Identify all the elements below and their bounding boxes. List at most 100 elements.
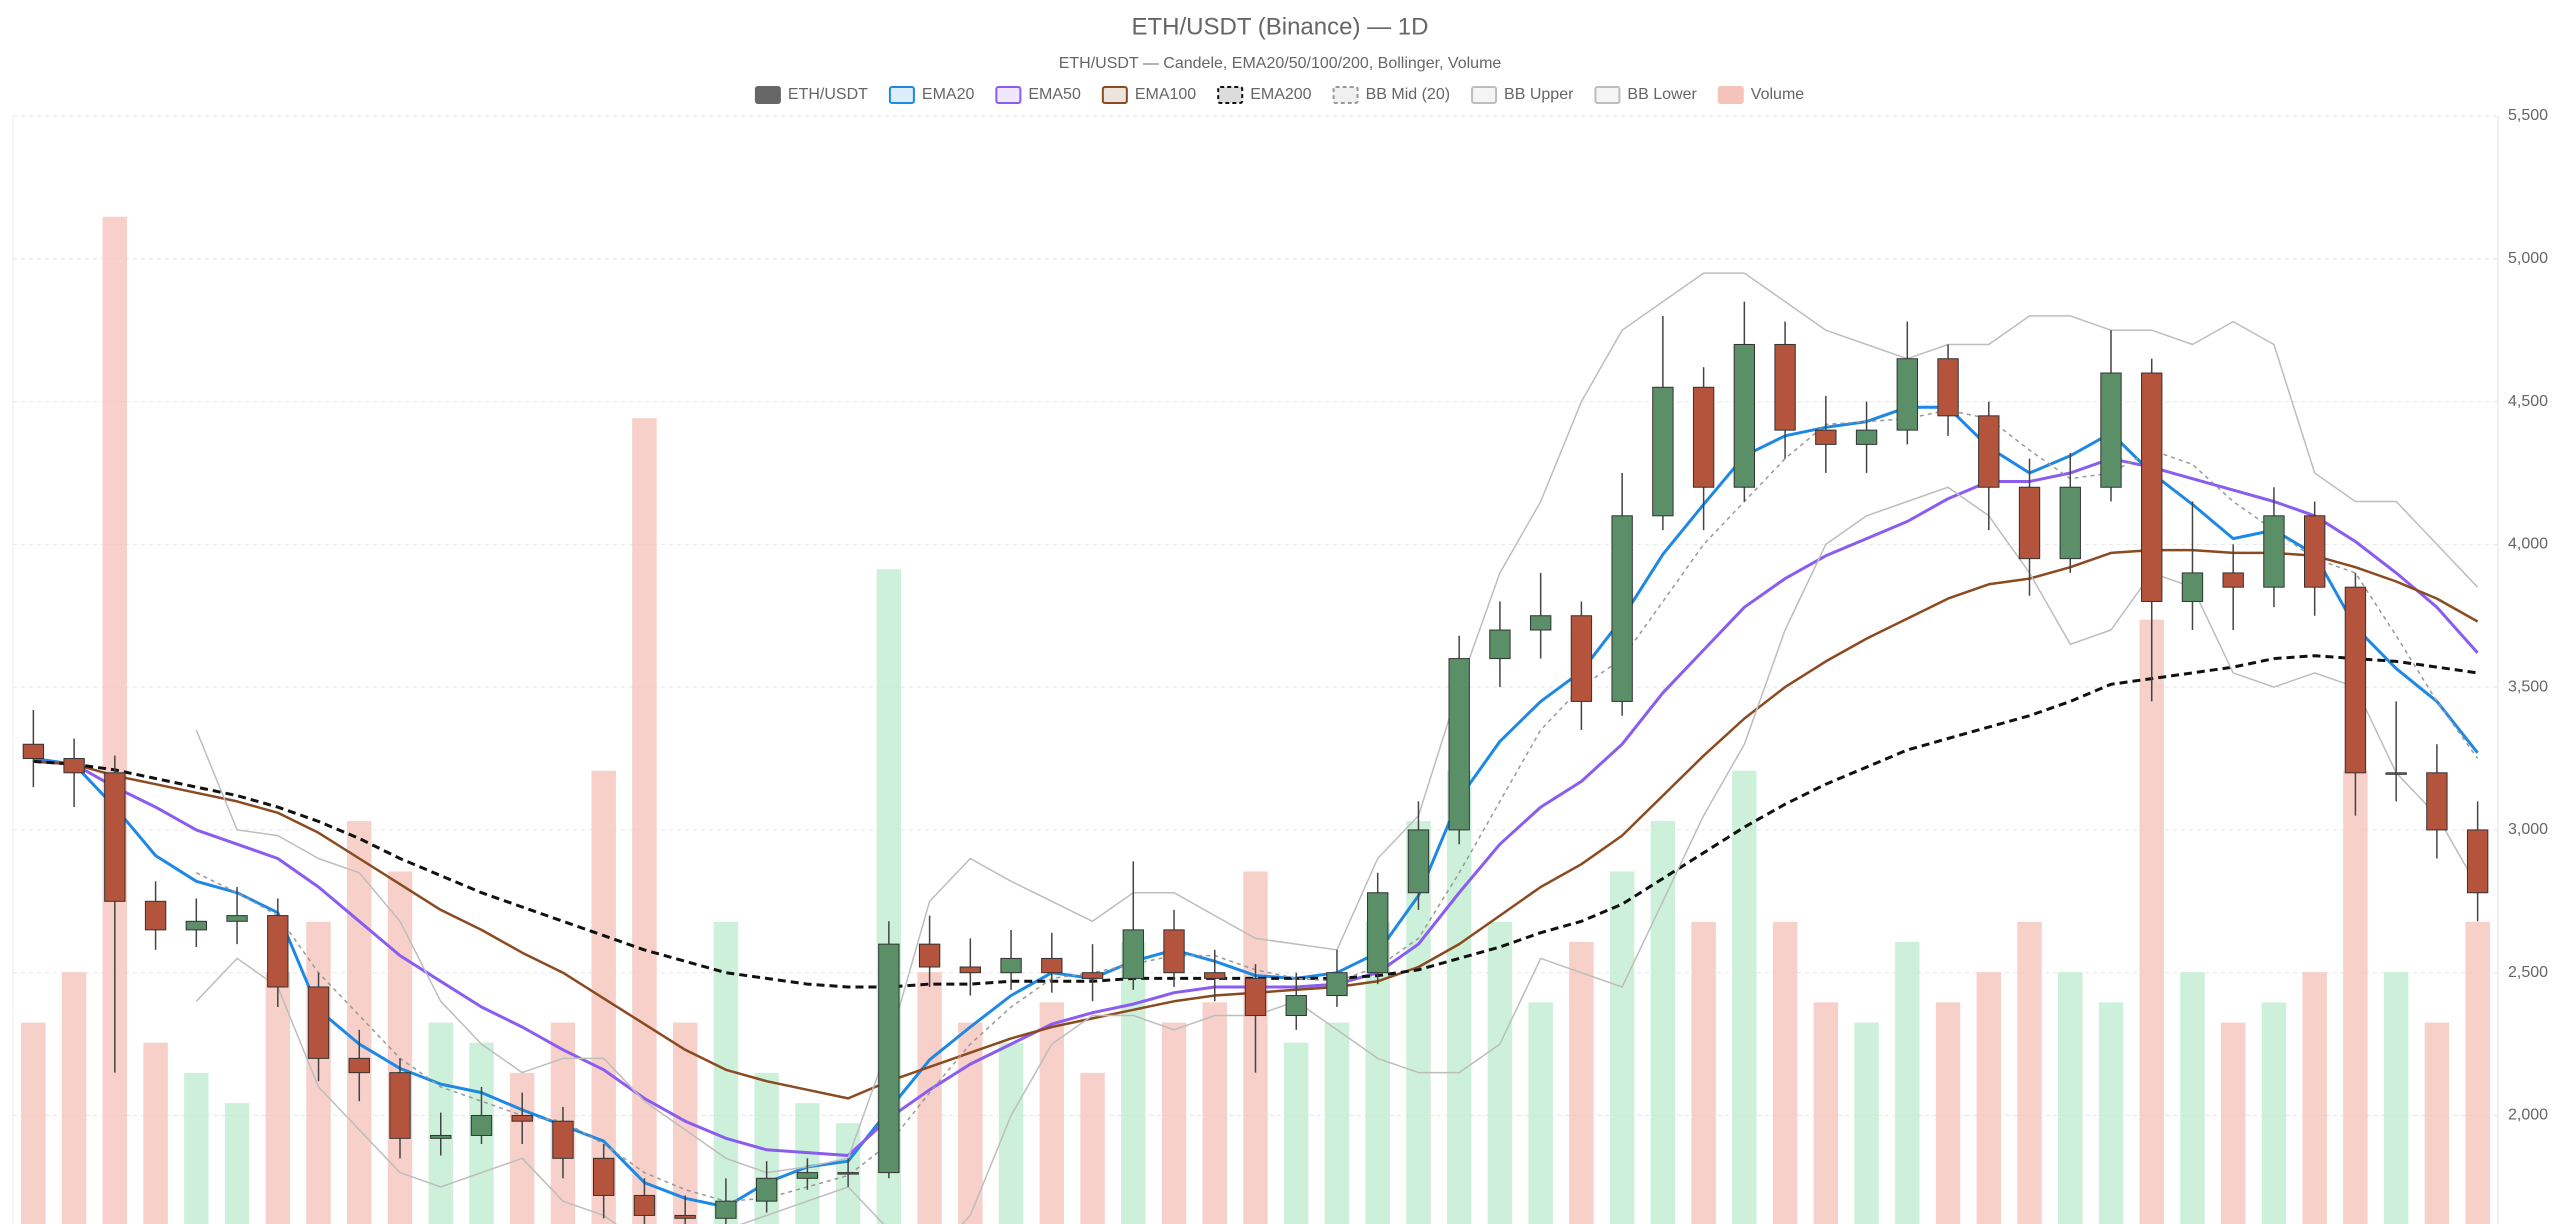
candle-body: [511, 1114, 533, 1122]
volume-bar: [347, 821, 372, 1224]
candle-body: [104, 772, 126, 902]
y-tick-label: 2,500: [2508, 964, 2548, 981]
legend-swatch: [1594, 86, 1621, 104]
volume-bar: [917, 972, 942, 1224]
y-tick-label: 4,500: [2508, 393, 2548, 410]
candle-body: [1692, 386, 1715, 488]
candle-body: [715, 1200, 737, 1219]
candle-body: [796, 1172, 819, 1179]
candle-body: [1448, 658, 1470, 831]
candle-body: [1122, 929, 1144, 979]
volume-bar: [1569, 941, 1594, 1224]
legend-swatch: [1217, 86, 1244, 104]
volume-bar: [2017, 921, 2042, 1224]
candle-body: [2100, 372, 2122, 488]
volume-bar: [1080, 1072, 1105, 1224]
volume-bar: [1813, 1002, 1839, 1224]
candle-body: [1285, 995, 1307, 1017]
volume-bar: [1935, 1002, 1961, 1224]
chart-subtitle: ETH/USDT — Candele, EMA20/50/100/200, Bo…: [1059, 55, 1502, 72]
candle-body: [593, 1157, 615, 1196]
candle-body: [2059, 486, 2081, 560]
volume-bar: [61, 972, 87, 1224]
candle-body: [1163, 929, 1185, 974]
volume-bar: [1732, 770, 1757, 1224]
volume-bar: [1895, 941, 1920, 1224]
legend-swatch: [888, 86, 915, 104]
candle-body: [307, 986, 330, 1059]
y-tick-label: 4,000: [2508, 536, 2548, 553]
candle-body: [348, 1057, 370, 1074]
volume-bar: [1161, 1022, 1187, 1224]
volume-bar: [2180, 972, 2205, 1224]
candle-body: [2181, 572, 2204, 602]
legend-label: EMA200: [1250, 86, 1311, 103]
volume-bar: [1487, 921, 1513, 1224]
volume-bar: [265, 972, 291, 1224]
volume-bar: [2465, 921, 2490, 1224]
legend-swatch: [1101, 86, 1128, 104]
legend-swatch: [1471, 86, 1498, 104]
volume-bar: [21, 1022, 46, 1224]
candle-body: [1529, 615, 1552, 631]
volume-bar: [184, 1072, 209, 1224]
candle-body: [1774, 343, 1796, 431]
volume-bar: [2424, 1022, 2450, 1224]
candle-body: [837, 1172, 859, 1175]
candle-body: [185, 920, 208, 931]
candle-body: [2263, 515, 2285, 588]
legend-label: Volume: [1751, 86, 1804, 103]
candle-body: [2018, 486, 2041, 560]
legend-swatch: [1332, 86, 1359, 104]
volume-bar: [224, 1103, 250, 1224]
candle-body: [470, 1114, 493, 1136]
candle-body: [1978, 415, 2000, 488]
candle-body: [226, 915, 248, 922]
candle-body: [1652, 386, 1674, 517]
volume-bar: [2058, 972, 2083, 1224]
legend-swatch: [754, 86, 781, 104]
volume-bar: [2302, 972, 2327, 1224]
candle-body: [674, 1214, 696, 1219]
volume-bar: [143, 1042, 168, 1224]
candles-layer: [22, 301, 2489, 1224]
volume-bar: [632, 418, 657, 1224]
volume-bar: [2343, 770, 2368, 1224]
volume-bar: [1609, 871, 1635, 1224]
legend-label: BB Lower: [1627, 86, 1697, 103]
volume-bar: [1691, 921, 1716, 1224]
legend-label: BB Upper: [1504, 86, 1574, 103]
legend-label: EMA100: [1135, 86, 1196, 103]
volume-bar: [1772, 921, 1798, 1224]
y-tick-label: 5,500: [2508, 107, 2548, 124]
candle-body: [2344, 586, 2367, 774]
volume-bar: [1446, 770, 1472, 1224]
candle-body: [1367, 892, 1389, 974]
volume-bar: [2139, 619, 2164, 1224]
candle-body: [1041, 957, 1063, 974]
volume-bar: [1976, 972, 2001, 1224]
volume-bar: [2220, 1022, 2246, 1224]
candle-body: [1407, 829, 1430, 894]
candle-body: [755, 1177, 778, 1202]
candle-body: [63, 758, 85, 774]
candle-body: [1855, 429, 1878, 445]
candle-body: [22, 743, 45, 760]
candle-body: [1611, 515, 1633, 702]
volume-bar: [1324, 1022, 1350, 1224]
candle-body: [2385, 772, 2407, 775]
volume-bar: [1284, 1042, 1309, 1224]
candle-body: [1326, 972, 1348, 997]
candle-body: [1489, 629, 1511, 660]
candle-body: [1081, 972, 1104, 979]
line-series: [195, 486, 2479, 1224]
candle-body: [2222, 572, 2244, 588]
candle-body: [1937, 358, 1959, 417]
candle-body: [2141, 372, 2163, 602]
candle-body: [878, 943, 900, 1174]
volume-bar: [1854, 1022, 1879, 1224]
candle-body: [144, 900, 167, 931]
candle-body: [1815, 429, 1837, 445]
candle-body: [1000, 957, 1022, 974]
